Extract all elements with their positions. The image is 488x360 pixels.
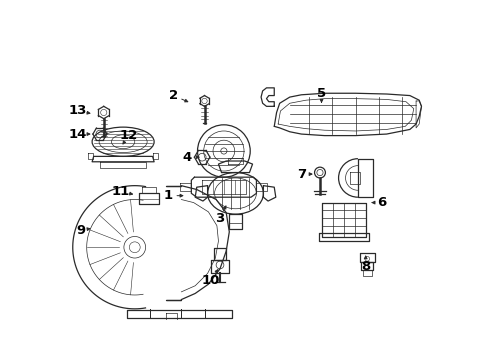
Text: 2: 2 xyxy=(168,89,178,102)
Text: 13: 13 xyxy=(69,104,87,117)
Text: 7: 7 xyxy=(296,168,305,181)
Text: 5: 5 xyxy=(316,87,325,100)
Text: 8: 8 xyxy=(360,260,369,273)
Text: 6: 6 xyxy=(377,196,386,209)
Text: 3: 3 xyxy=(214,212,224,225)
Text: 11: 11 xyxy=(111,185,130,198)
Text: 12: 12 xyxy=(119,129,138,142)
Text: 14: 14 xyxy=(69,127,87,140)
Text: 9: 9 xyxy=(76,224,85,237)
Text: 10: 10 xyxy=(201,274,220,287)
Text: 1: 1 xyxy=(163,189,172,202)
Text: 4: 4 xyxy=(183,150,192,164)
